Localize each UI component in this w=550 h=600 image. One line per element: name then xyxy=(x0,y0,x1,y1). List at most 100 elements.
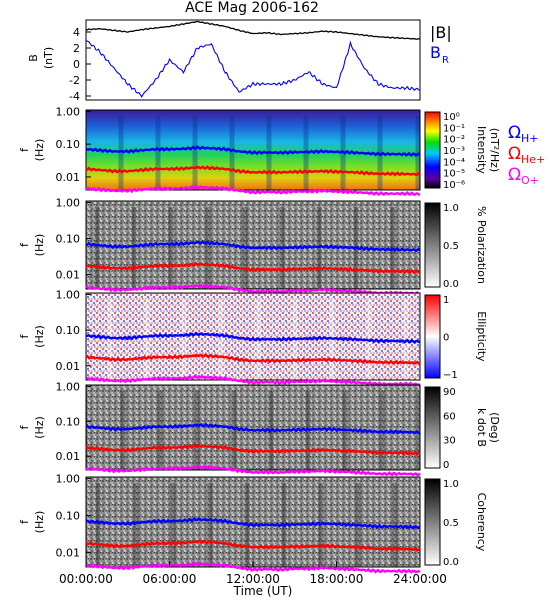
series-omega-h xyxy=(85,240,421,253)
x-axis-label: Time (UT) xyxy=(233,584,293,598)
colorbar-tick-label: 10⁻⁶ xyxy=(443,180,465,191)
series-omega-h xyxy=(85,422,421,435)
legend-omega-sub-2: O+ xyxy=(521,174,539,187)
colorbar-polarization xyxy=(424,202,441,288)
colorbar-kdotb xyxy=(424,386,441,469)
y-axis-label-top: f xyxy=(18,147,31,152)
y-axis-label-bottom: (Hz) xyxy=(33,325,46,348)
y-axis-label-bottom: (Hz) xyxy=(33,511,46,534)
series-b-r xyxy=(85,39,421,98)
series-omega-he xyxy=(85,165,421,177)
colorbar-intensity xyxy=(424,111,441,189)
y-axis-label-top: f xyxy=(18,424,31,429)
panel-ellipticity-frame xyxy=(85,292,421,381)
series-omega-he xyxy=(85,443,421,456)
colorbar-tick-label: 90 xyxy=(443,387,456,398)
y-tick-label: -2 xyxy=(69,74,80,87)
legend-omega-sub-1: He+ xyxy=(521,153,545,166)
colorbar-tick-label: 1 xyxy=(443,295,449,306)
y-tick-label: -4 xyxy=(69,90,80,103)
chart-title: ACE Mag 2006-162 xyxy=(185,0,319,16)
panel-kdotb xyxy=(85,384,441,477)
colorbar-tick-label: 10⁻⁴ xyxy=(443,157,465,168)
y-axis-label-top: f xyxy=(18,333,31,338)
x-tick-label: 18:00:00 xyxy=(310,572,364,586)
legend-b-r-sub: R xyxy=(442,55,449,66)
colorbar-label: Intensity xyxy=(475,126,488,174)
series-omega-o xyxy=(85,561,421,574)
series-omega-h xyxy=(85,145,421,157)
colorbar-label: % Polarization xyxy=(475,206,488,284)
series-omega-he xyxy=(85,261,421,275)
series-omega-o xyxy=(85,464,421,477)
y-tick-label: 0.10 xyxy=(56,415,81,428)
panel-bfield-frame xyxy=(85,19,421,101)
y-tick-label: 1.00 xyxy=(56,196,81,209)
y-tick-label: 0.10 xyxy=(56,324,81,337)
y-tick-label: 1.00 xyxy=(56,105,81,118)
y-tick-label: 0.10 xyxy=(56,138,81,151)
x-tick-label: 24:00:00 xyxy=(393,572,447,586)
y-tick-label: 0.01 xyxy=(56,450,81,463)
colorbar-tick-label: 30 xyxy=(443,436,456,447)
legend-b-magnitude: |B| xyxy=(430,23,452,42)
y-tick-label: 2 xyxy=(73,42,80,55)
colorbar-tick-label: −1 xyxy=(443,370,458,381)
colorbar-unit: (nT²/Hz) xyxy=(488,128,501,172)
series-omega-he xyxy=(85,353,421,366)
colorbar-tick-label: 10⁻³ xyxy=(443,146,465,157)
panel-intensity xyxy=(85,109,441,197)
panel-ellipticity xyxy=(85,292,441,387)
y-axis-label-top: B xyxy=(27,54,40,62)
colorbar-unit: (Deg) xyxy=(488,412,501,443)
colorbar-tick-label: 10⁻¹ xyxy=(443,123,465,134)
series-b-magnitude xyxy=(85,20,421,40)
y-tick-label: 0.01 xyxy=(56,360,81,373)
x-tick-label: 00:00:00 xyxy=(59,572,113,586)
colorbar-ellipticity xyxy=(424,294,441,379)
y-tick-label: 1.00 xyxy=(56,288,81,301)
y-tick-label: 1.00 xyxy=(56,473,81,486)
legend-omega-sub-0: H+ xyxy=(521,132,539,145)
colorbar-tick-label: 1.0 xyxy=(443,479,459,490)
y-tick-label: 0.01 xyxy=(56,269,81,282)
panel-coherency xyxy=(85,476,441,574)
y-tick-label: 0.01 xyxy=(56,171,81,184)
legend-omega-2: Ω xyxy=(508,165,521,185)
y-axis-label-bottom: (Hz) xyxy=(33,234,46,257)
series-omega-h xyxy=(85,331,421,344)
y-axis-label-top: f xyxy=(18,519,31,524)
colorbar-tick-label: 10⁻² xyxy=(443,135,465,146)
legend-b-r: B xyxy=(430,43,441,62)
colorbar-tick-label: 0.0 xyxy=(443,279,459,290)
colorbar-label: Coherency xyxy=(475,493,488,552)
colorbar-tick-label: 10⁻⁵ xyxy=(443,169,465,180)
y-axis-label-bottom: (nT) xyxy=(42,47,55,69)
colorbar-label: k dot B xyxy=(475,408,488,447)
colorbar-tick-label: 60 xyxy=(443,411,456,422)
panel-polarization xyxy=(85,200,441,296)
series-omega-he xyxy=(85,539,421,552)
panel-kdotb-frame xyxy=(85,384,421,471)
series-omega-o xyxy=(85,374,421,387)
colorbar-label: Ellipticity xyxy=(475,311,488,362)
colorbar-tick-label: 0.5 xyxy=(443,518,459,529)
colorbar-tick-label: 0.5 xyxy=(443,241,459,252)
y-tick-label: 0.01 xyxy=(56,546,81,559)
y-tick-label: 1.00 xyxy=(56,380,81,393)
colorbar-tick-label: 0 xyxy=(443,460,449,471)
panel-bfield xyxy=(85,19,421,101)
legend-omega-0: Ω xyxy=(508,123,521,143)
series-omega-o xyxy=(85,184,421,197)
legend-omega-1: Ω xyxy=(508,144,521,164)
colorbar-tick-label: 0.0 xyxy=(443,557,459,568)
x-tick-label: 12:00:00 xyxy=(226,572,280,586)
y-axis-label-bottom: (Hz) xyxy=(33,416,46,439)
x-tick-label: 06:00:00 xyxy=(143,572,197,586)
y-tick-label: 0 xyxy=(73,58,80,71)
series-omega-h xyxy=(85,516,421,530)
series-omega-o xyxy=(85,283,421,296)
colorbar-tick-label: 1.0 xyxy=(443,203,459,214)
y-tick-label: 0.10 xyxy=(56,233,81,246)
